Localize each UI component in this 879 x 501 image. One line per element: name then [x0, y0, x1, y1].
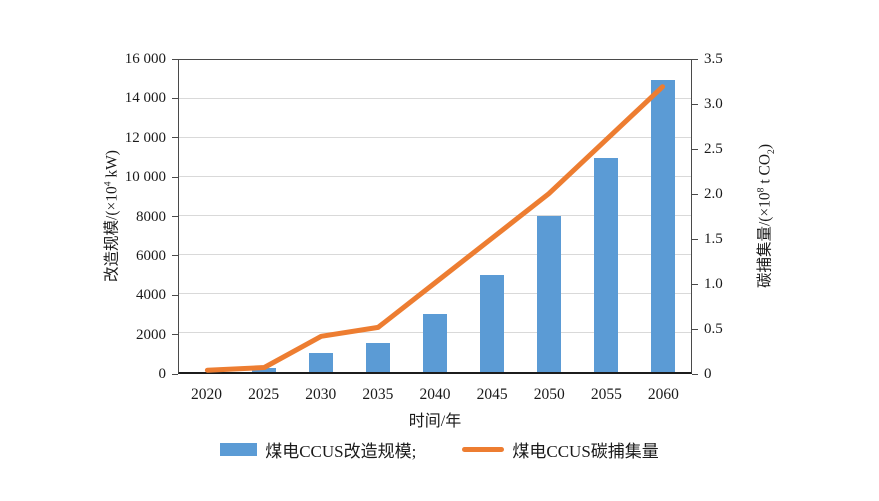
x-axis-tick-label-2025: 2025 [248, 386, 280, 403]
x-axis-tick-label-2040: 2040 [419, 386, 451, 403]
gridline [179, 137, 691, 138]
bar-slot-2025 [236, 60, 293, 372]
legend-line-label: 煤电CCUS碳捕集量 [512, 442, 659, 461]
legend-item-line: 煤电CCUS碳捕集量 [462, 437, 659, 462]
right-axis-tick-mark [692, 238, 698, 240]
left-axis-tick-label: 12 000 [124, 129, 166, 146]
right-axis-tick-mark [692, 193, 698, 195]
right-axis-tick-label: 1.5 [704, 231, 723, 247]
right-axis-tick-label: 1.0 [704, 276, 723, 292]
legend-line-swatch-icon [462, 447, 505, 452]
left-axis-tick-mark [172, 176, 178, 178]
gridline [179, 98, 691, 99]
legend-bar-label: 煤电CCUS改造规模; [265, 442, 417, 461]
bar-slot-2045 [463, 60, 520, 372]
right-axis-tick-label: 2.5 [704, 141, 723, 157]
x-axis-tick-labels: 2020 2025 2030 2035 2040 2045 2050 2055 2060 [178, 386, 692, 404]
right-axis-tick-labels: 0 0.5 1.0 1.5 2.0 2.5 3.0 3.5 [704, 51, 764, 382]
left-axis-tick-label: 2000 [136, 326, 166, 343]
gridline [179, 215, 691, 216]
left-axis-tick-mark [172, 373, 178, 375]
right-axis-ticks [692, 58, 698, 375]
right-axis-tick-label: 3.0 [704, 96, 723, 112]
right-axis-tick-mark [692, 283, 698, 285]
left-axis-tick-mark [172, 97, 178, 99]
left-axis-tick-label: 4000 [136, 287, 166, 304]
right-axis-tick-mark [692, 328, 698, 330]
right-axis-tick-mark [692, 58, 698, 60]
right-axis-tick-mark [692, 148, 698, 150]
right-axis-tick-label: 0 [704, 366, 712, 382]
bar-2055 [593, 157, 618, 372]
bar-series [179, 60, 691, 372]
legend: 煤电CCUS改造规模; 煤电CCUS碳捕集量 [0, 437, 879, 462]
right-axis-tick-label: 2.0 [704, 186, 723, 202]
left-axis-ticks [172, 58, 178, 375]
gridline [179, 293, 691, 294]
plot-area [178, 59, 692, 374]
line-series [204, 84, 666, 373]
gridline [179, 176, 691, 177]
x-axis-tick-label-2030: 2030 [305, 386, 337, 403]
x-axis-tick-label-2020: 2020 [191, 386, 223, 403]
left-axis-tick-mark [172, 216, 178, 217]
x-axis-tick-label-2045: 2045 [476, 386, 508, 403]
right-axis-tick-mark [692, 373, 698, 375]
right-axis-tick-label: 0.5 [704, 321, 723, 337]
bar-2025 [252, 368, 277, 372]
bar-slot-2040 [407, 60, 464, 372]
x-axis-tick-label-2035: 2035 [362, 386, 394, 403]
left-axis-tick-mark [172, 334, 178, 336]
bar-slot-2050 [520, 60, 577, 372]
bar-2060 [650, 79, 675, 372]
left-axis-tick-label: 0 [158, 366, 167, 382]
left-axis-tick-label: 6000 [136, 247, 166, 264]
left-axis-tick-label: 16 000 [124, 51, 166, 67]
gridline [179, 254, 691, 255]
legend-bar-swatch-icon [220, 443, 258, 456]
right-axis-tick-mark [692, 103, 698, 105]
left-axis-tick-mark [172, 294, 178, 296]
left-axis-tick-mark [172, 137, 178, 139]
left-axis-tick-label: 10 000 [124, 169, 166, 186]
left-axis-tick-label: 14 000 [124, 90, 166, 107]
bar-slot-2035 [350, 60, 407, 372]
x-axis-tick-label-2055: 2055 [590, 386, 622, 403]
left-axis-tick-label: 8000 [136, 208, 166, 225]
x-axis-tick-label-2060: 2060 [647, 386, 679, 403]
bar-slot-2060 [634, 60, 691, 372]
bar-2035 [366, 342, 391, 372]
right-axis-title-subscript: 2 [765, 149, 777, 154]
left-axis-tick-labels: 0 2000 4000 6000 8000 10 000 12 000 14 000 16 00… [80, 51, 172, 382]
line-series-path [204, 84, 666, 373]
bar-2030 [309, 352, 334, 372]
left-axis-tick-mark [172, 255, 178, 257]
x-axis-title: 时间/年 [408, 413, 462, 430]
x-axis-tick-label-2050: 2050 [533, 386, 565, 403]
bar-2045 [479, 274, 504, 372]
legend-item-bar: 煤电CCUS改造规模; [220, 437, 416, 462]
right-axis-tick-label: 3.5 [704, 51, 723, 67]
bar-slot-2030 [293, 60, 350, 372]
bar-2040 [423, 313, 447, 372]
bar-2050 [536, 216, 561, 372]
bar-slot-2055 [577, 60, 634, 372]
left-axis-tick-mark [172, 58, 178, 60]
